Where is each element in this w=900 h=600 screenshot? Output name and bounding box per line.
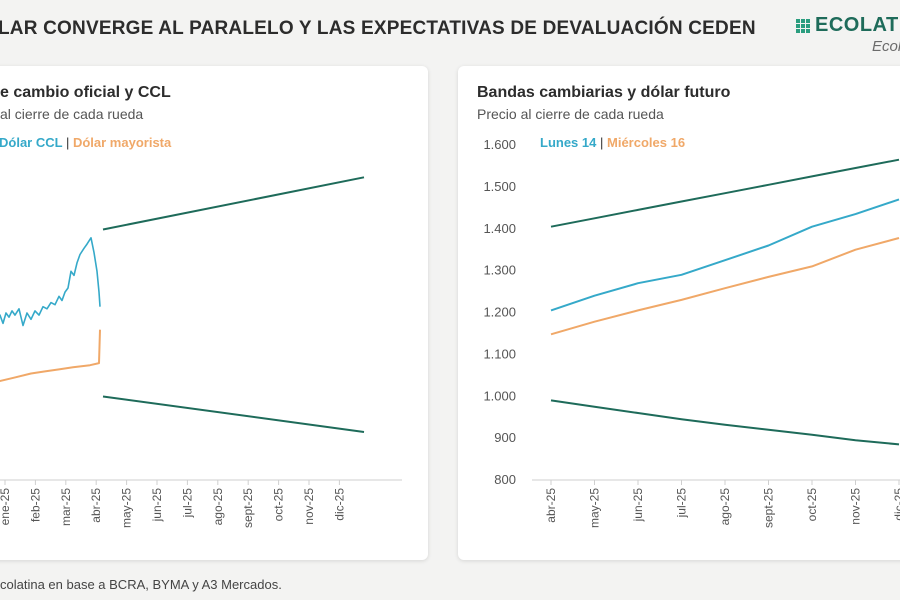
x-tick-label: mar-25 [59,488,73,526]
legend-lunes: Lunes 14 [540,135,597,150]
right-chart-panel: Bandas cambiarias y dólar futuro Precio … [458,66,900,560]
x-tick-label: ago-25 [718,488,732,526]
series-line [550,198,900,312]
x-tick-label: ene-25 [0,488,12,526]
brand-logo: ECOLAT Ecol [796,14,900,55]
y-tick-label: 1.600 [483,137,516,152]
y-tick-label: 900 [494,430,516,445]
left-chart-panel: e cambio oficial y CCL al cierre de cada… [0,66,428,560]
x-tick-label: oct-25 [805,488,819,522]
x-tick-label: abr-25 [89,488,103,523]
right-chart-legend: Lunes 14 | Miércoles 16 [540,135,685,150]
legend-mayorista: Dólar mayorista [72,135,172,150]
x-tick-label: sept-25 [762,488,776,528]
right-chart-subtitle: Precio al cierre de cada rueda [477,106,664,122]
y-tick-label: 1.100 [483,346,516,361]
x-tick-label: oct-25 [272,488,286,522]
x-tick-label: ago-25 [211,488,225,526]
x-tick-label: dic-25 [332,488,346,521]
x-tick-label: nov-25 [302,488,316,525]
headline: LAR CONVERGE AL PARALELO Y LAS EXPECTATI… [0,18,756,39]
y-tick-label: 800 [494,472,516,487]
series-line [550,399,900,446]
x-tick-label: abr-25 [544,488,558,523]
series-line [102,395,365,433]
x-tick-label: feb-25 [28,488,42,522]
legend-separator: | [599,135,604,150]
left-chart-title: e cambio oficial y CCL [0,84,171,101]
brand-name: ECOLAT [815,14,899,36]
x-tick-label: jul-25 [180,488,194,519]
series-line [102,176,365,231]
brand-subtitle: Ecol [872,38,900,55]
legend-miercoles: Miércoles 16 [607,135,686,150]
right-chart-plot: 800 900 1.000 1.100 1.200 1.300 1.400 1.500 1.60… [483,137,900,528]
x-tick-label: may-25 [588,488,602,528]
series-line [550,237,900,336]
series-line [0,329,101,382]
y-tick-label: 1.500 [483,179,516,194]
x-tick-label: jul-25 [675,488,689,519]
x-tick-label: jun-25 [631,488,645,523]
x-tick-label: nov-25 [849,488,863,525]
left-chart-legend: Dólar CCL | Dólar mayorista [0,135,171,150]
y-tick-label: 1.300 [483,263,516,278]
right-chart-title: Bandas cambiarias y dólar futuro [477,84,731,101]
source-note: colatina en base a BCRA, BYMA y A3 Merca… [0,577,282,592]
x-tick-label: dic-25 [892,488,900,521]
left-chart-plot: ene-25 feb-25 mar-25 abr-25 may-25 jun-25 jul-… [0,176,402,528]
y-tick-label: 1.200 [483,305,516,320]
brand-dots-icon [796,18,810,33]
x-tick-label: sept-25 [241,488,255,528]
legend-ccl: Dólar CCL [0,135,63,150]
series-line [550,158,900,228]
y-tick-label: 1.400 [483,221,516,236]
legend-separator: | [65,135,70,150]
y-tick-label: 1.000 [483,388,516,403]
x-tick-label: jun-25 [150,488,164,523]
left-chart-subtitle: al cierre de cada rueda [0,106,144,122]
x-tick-label: may-25 [120,488,134,528]
series-line [0,237,101,327]
